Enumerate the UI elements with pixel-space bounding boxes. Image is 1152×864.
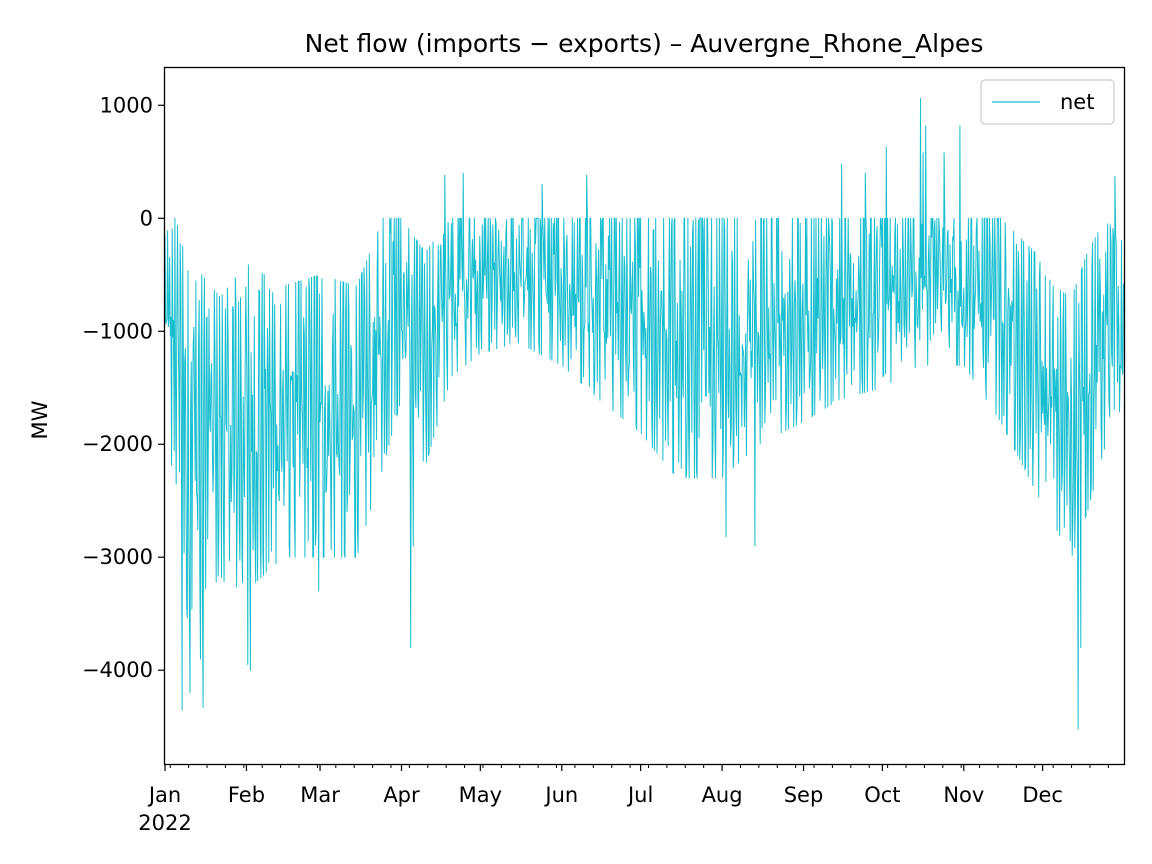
- legend-series-label: net: [1060, 90, 1094, 114]
- y-tick-label: 1000: [100, 93, 153, 117]
- x-tick-label: Jan: [147, 783, 181, 807]
- y-tick-label: −2000: [82, 432, 153, 456]
- x-tick-label: Jun: [543, 783, 578, 807]
- plot-area: [164, 98, 1124, 730]
- x-tick-label: Aug: [702, 783, 743, 807]
- x-axis-year-label: 2022: [138, 811, 191, 835]
- legend-box: [980, 79, 1115, 125]
- plot-frame: [163, 66, 1126, 766]
- x-tick-label: Nov: [943, 783, 984, 807]
- x-tick-label: Apr: [383, 783, 420, 807]
- x-tick-label: Feb: [228, 783, 265, 807]
- y-tick-label: −4000: [82, 658, 153, 682]
- y-axis-ticks: 1000 0 −1000 −2000 −3000 −4000: [82, 93, 165, 682]
- series-net-line: [164, 98, 1124, 730]
- y-tick-label: −1000: [82, 319, 153, 343]
- y-axis-label: MW: [28, 400, 52, 439]
- x-tick-label: Sep: [784, 783, 824, 807]
- x-tick-label: Jul: [626, 783, 653, 807]
- chart-title: Net flow (imports − exports) – Auvergne_…: [305, 29, 984, 58]
- y-tick-label: 0: [140, 206, 153, 230]
- x-tick-label: Mar: [300, 783, 340, 807]
- x-axis-ticks: Jan Feb Mar Apr May Jun Jul Aug Sep Oct Nov Dec: [147, 764, 1109, 807]
- y-tick-label: −3000: [82, 545, 153, 569]
- x-tick-label: May: [459, 783, 502, 807]
- legend: net: [980, 79, 1115, 125]
- x-tick-label: Oct: [864, 783, 900, 807]
- x-tick-label: Dec: [1022, 783, 1063, 807]
